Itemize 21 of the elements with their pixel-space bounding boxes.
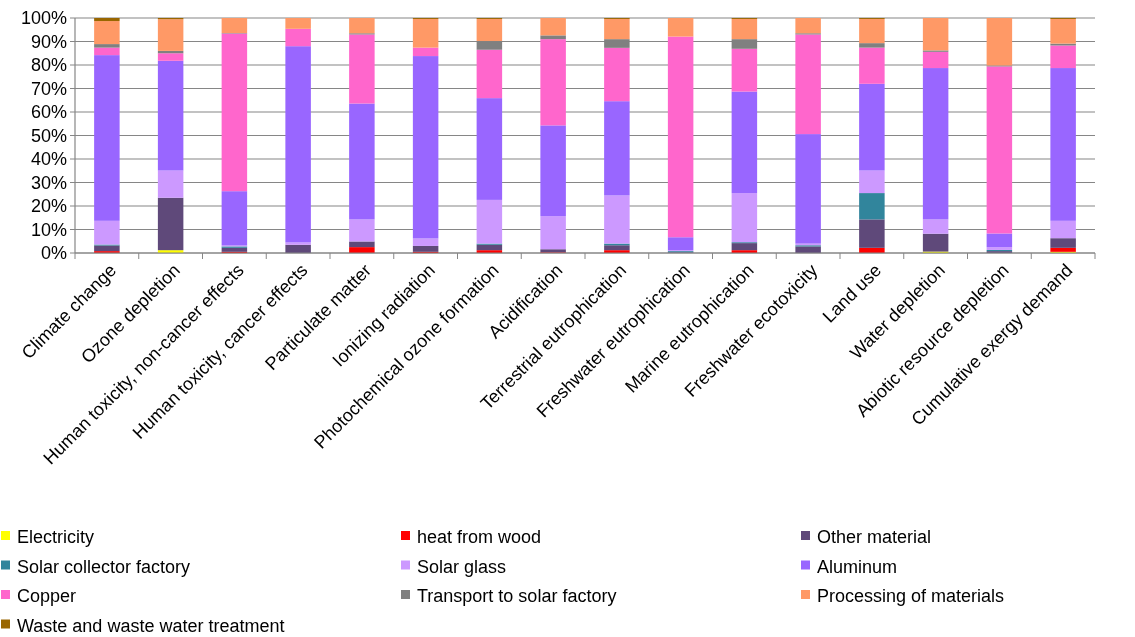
y-tick-label: 70% bbox=[30, 78, 67, 99]
y-tick-label: 0% bbox=[40, 243, 67, 264]
y-tick-label: 40% bbox=[30, 149, 67, 170]
legend-label: Solar collector factory bbox=[17, 556, 191, 577]
y-tick-label: 10% bbox=[30, 219, 67, 240]
legend-label: Waste and waste water treatment bbox=[17, 615, 285, 636]
y-tick-label: 20% bbox=[30, 196, 67, 217]
y-tick-label: 90% bbox=[30, 31, 67, 52]
legend-label: Other material bbox=[817, 527, 932, 548]
legend-label: Copper bbox=[17, 586, 77, 607]
y-tick-label: 100% bbox=[20, 8, 67, 29]
y-tick-label: 50% bbox=[30, 125, 67, 146]
legend-label: Electricity bbox=[17, 527, 95, 548]
legend-label: Transport to solar factory bbox=[417, 586, 617, 607]
legend-label: heat from wood bbox=[417, 527, 542, 548]
y-tick-label: 60% bbox=[30, 102, 67, 123]
legend-label: Solar glass bbox=[417, 556, 507, 577]
y-tick-label: 80% bbox=[30, 55, 67, 76]
legend-label: Processing of materials bbox=[817, 586, 1005, 607]
legend-label: Aluminum bbox=[817, 556, 898, 577]
y-tick-label: 30% bbox=[30, 172, 67, 193]
